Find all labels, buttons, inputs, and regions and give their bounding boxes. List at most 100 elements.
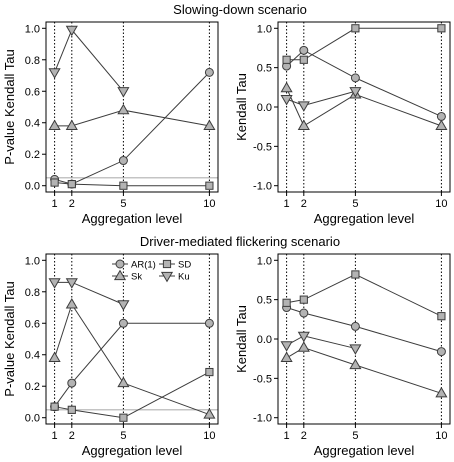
y-tick-label: 0.6	[25, 86, 40, 98]
legend-label: Sk	[131, 272, 142, 283]
data-point-triangle-up	[48, 351, 61, 362]
series-line-triangle-down	[286, 335, 356, 349]
series-line-square	[286, 273, 442, 317]
data-point-triangle-up	[435, 386, 448, 398]
x-tick-label: 10	[435, 198, 447, 210]
data-point-circle	[299, 308, 309, 318]
x-axis-label: Aggregation level	[314, 443, 415, 458]
x-tick-label: 2	[69, 430, 75, 442]
x-tick-label: 2	[301, 430, 307, 442]
data-point-circle	[118, 156, 128, 166]
x-tick-label: 1	[284, 198, 290, 210]
legend-marker-triangle-up	[113, 269, 127, 281]
x-tick-label: 1	[52, 430, 58, 442]
data-point-square	[437, 24, 446, 33]
series-line-triangle-up	[54, 303, 210, 416]
data-point-triangle-down	[349, 87, 362, 98]
series-line-circle	[54, 72, 210, 185]
data-point-triangle-down	[65, 25, 78, 37]
series-line-circle	[286, 307, 442, 353]
x-tick-label: 5	[120, 198, 126, 210]
y-axis-label: P-value Kendall Tau	[2, 281, 17, 396]
x-tick-label: 10	[203, 430, 215, 442]
y-tick-label: 0.4	[25, 118, 40, 130]
data-point-triangle-up	[280, 81, 293, 93]
y-tick-label: 0.5	[257, 295, 272, 307]
y-tick-label: 1.0	[257, 255, 272, 267]
data-point-square	[299, 55, 308, 64]
y-tick-label: 0.6	[25, 318, 40, 330]
y-tick-label: 0.2	[25, 381, 40, 393]
data-point-square	[50, 178, 59, 187]
data-point-triangle-up	[65, 297, 78, 309]
data-point-square	[119, 413, 128, 422]
data-point-triangle-down	[297, 101, 310, 112]
data-point-triangle-up	[65, 119, 78, 130]
chart-slowing-down-pvalue: 0.0 0.2 0.4 0.6 0.8 1.0 1 2 5 10 Aggregation level…	[2, 21, 219, 226]
series-line-circle	[54, 322, 210, 407]
data-point-circle	[204, 318, 214, 328]
y-tick-label: 0.5	[257, 63, 272, 75]
y-tick-label: 0.2	[25, 149, 40, 161]
y-tick-label: 0.8	[25, 55, 40, 67]
data-point-square	[351, 24, 360, 33]
data-point-square	[205, 181, 214, 190]
y-tick-label: 0.0	[257, 334, 272, 346]
data-point-square	[282, 55, 291, 64]
y-tick-label: -0.5	[253, 373, 272, 385]
y-tick-label: 1.0	[25, 255, 40, 267]
data-point-triangle-up	[117, 376, 130, 388]
x-tick-label: 1	[284, 430, 290, 442]
data-point-triangle-up	[280, 351, 293, 362]
series-line-triangle-down	[54, 28, 124, 92]
data-point-square	[119, 181, 128, 190]
y-tick-label: 0.0	[25, 181, 40, 193]
y-tick-label: 0.0	[257, 102, 272, 114]
data-point-square	[67, 405, 76, 414]
x-tick-label: 2	[69, 198, 75, 210]
data-point-triangle-up	[48, 119, 61, 130]
data-point-triangle-down	[349, 344, 362, 355]
data-point-circle	[118, 318, 128, 328]
x-tick-label: 10	[435, 430, 447, 442]
chart-flickering-pvalue: 0.0 0.2 0.4 0.6 0.8 1.0 1 2 5 10 Aggregation level…	[2, 253, 219, 458]
series-line-square	[54, 182, 210, 187]
data-point-triangle-down	[117, 87, 130, 98]
data-point-circle	[436, 347, 446, 357]
title-flickering: Driver-mediated flickering scenario	[140, 234, 340, 249]
data-point-triangle-up	[117, 103, 130, 115]
y-tick-label: -0.5	[253, 141, 272, 153]
data-point-triangle-up	[203, 119, 216, 130]
x-tick-label: 2	[301, 198, 307, 210]
legend-label: SD	[178, 260, 191, 271]
data-point-triangle-up	[435, 119, 448, 130]
series-line-triangle-down	[286, 90, 356, 106]
data-point-circle	[350, 321, 360, 331]
x-tick-label: 5	[120, 430, 126, 442]
plot-frame	[45, 21, 219, 193]
data-point-square	[351, 270, 360, 279]
data-point-circle	[350, 73, 360, 83]
data-point-triangle-down	[297, 331, 310, 343]
x-axis-label: Aggregation level	[82, 211, 183, 226]
data-point-triangle-up	[297, 119, 310, 130]
data-point-triangle-up	[349, 358, 362, 370]
series-line-triangle-up	[54, 109, 210, 127]
series-line-circle	[286, 49, 442, 117]
data-point-square	[282, 298, 291, 307]
chart-flickering-tau: -1.0 -0.5 0.0 0.5 1.0 1 2 5 10 Aggregation level K…	[234, 253, 451, 458]
data-point-square	[67, 180, 76, 189]
legend: AR(1) SD Sk Ku	[112, 259, 191, 283]
data-point-circle	[204, 67, 214, 77]
legend-marker-circle	[115, 259, 125, 269]
y-tick-label: 0.4	[25, 350, 40, 362]
data-point-square	[437, 312, 446, 321]
plot-frame	[45, 253, 219, 425]
x-tick-label: 1	[52, 198, 58, 210]
legend-marker-triangle-down	[160, 271, 174, 283]
data-point-square	[299, 295, 308, 304]
y-tick-label: -1.0	[253, 181, 272, 193]
x-axis-label: Aggregation level	[314, 211, 415, 226]
